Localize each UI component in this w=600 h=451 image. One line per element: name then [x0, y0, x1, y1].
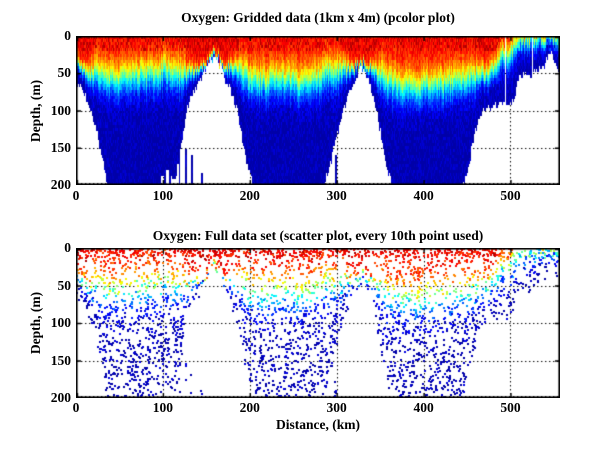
- x-tick-label: 300: [326, 188, 347, 203]
- y-tick-label: 0: [64, 240, 71, 255]
- x-tick-label: 100: [152, 400, 174, 415]
- x-tick-label: 100: [152, 188, 174, 203]
- x-tick-label: 500: [500, 400, 521, 415]
- x-tick-label: 400: [413, 400, 434, 415]
- y-tick-label: 0: [64, 28, 71, 43]
- x-tick-label: 200: [239, 188, 260, 203]
- top-plot-title: Oxygen: Gridded data (1km x 4m) (pcolor …: [181, 10, 455, 25]
- x-tick-label: 200: [239, 400, 260, 415]
- pcolor-plot-canvas: [76, 36, 560, 185]
- y-tick-label: 50: [57, 277, 72, 293]
- y-tick-label: 150: [50, 352, 71, 368]
- y-tick-label: 50: [57, 65, 72, 81]
- y-tick-label: 150: [50, 139, 71, 155]
- bottom-plot-title: Oxygen: Full data set (scatter plot, eve…: [152, 228, 484, 243]
- x-tick-label: 500: [500, 188, 521, 203]
- bottom-plot-x-axis-label: Distance, (km): [276, 417, 360, 432]
- x-tick-label: 400: [413, 188, 434, 203]
- x-tick-label: 0: [72, 400, 80, 415]
- y-tick-label: 200: [50, 390, 71, 405]
- x-tick-label: 300: [326, 400, 347, 415]
- y-tick-label: 100: [50, 102, 71, 118]
- x-tick-label: 0: [72, 188, 80, 203]
- y-tick-label: 200: [50, 177, 71, 192]
- scatter-plot-canvas: [76, 248, 560, 398]
- y-tick-label: 100: [50, 315, 71, 330]
